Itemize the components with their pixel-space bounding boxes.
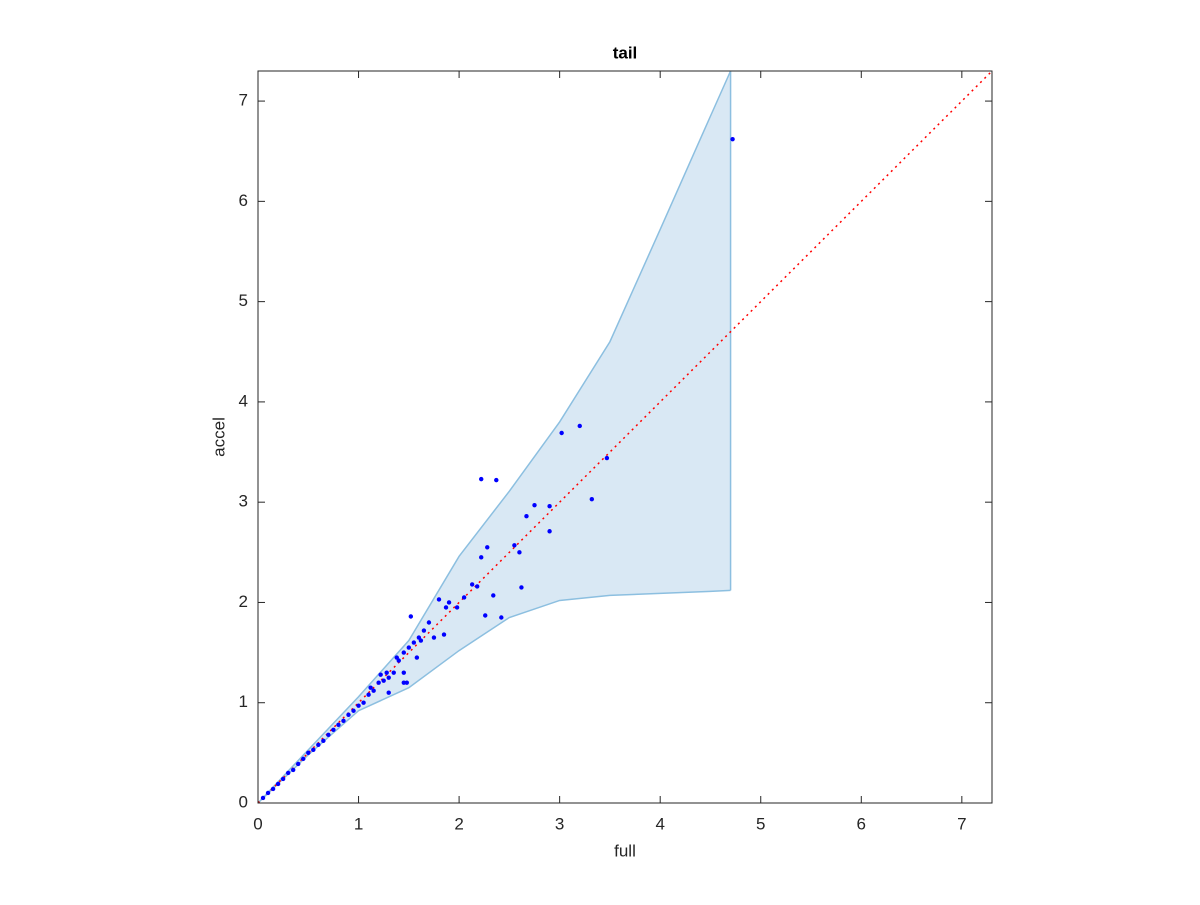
y-axis-label: accel [209,417,228,457]
x-tick-label: 1 [354,814,363,833]
y-tick-label: 2 [239,592,248,611]
data-point [311,747,316,753]
data-point [446,600,452,605]
data-point [411,640,417,645]
x-tick-label: 0 [253,814,262,833]
data-point [494,477,499,483]
y-tick-label: 3 [239,492,248,511]
data-point [326,732,331,738]
x-tick-label: 5 [756,814,765,833]
data-point [479,476,484,482]
data-point [260,795,266,801]
data-point [431,635,437,640]
data-point [461,595,467,600]
y-tick-label: 1 [239,692,248,711]
data-point [454,605,460,610]
x-axis-label: full [614,841,636,860]
data-point [386,690,391,695]
data-point [418,638,424,643]
data-point [421,628,427,633]
data-point [589,496,595,502]
data-point [356,703,361,708]
data-point [306,750,311,756]
data-point [316,742,321,748]
data-point [469,582,475,587]
data-point [361,700,366,705]
data-point [404,680,410,685]
data-point [443,605,449,610]
y-tick-label: 4 [239,391,248,410]
data-point [401,670,406,675]
data-point [346,712,351,717]
axes-box [257,70,993,804]
data-point [280,776,286,782]
data-point [730,136,735,142]
y-tick-label: 5 [239,291,248,310]
data-point [331,727,336,732]
data-point [474,584,480,589]
x-tick-label: 2 [454,814,463,833]
data-point [394,655,399,660]
x-tick-label: 3 [555,814,564,833]
data-point [491,593,496,598]
data-point [532,502,537,508]
data-point [604,455,610,461]
data-point [547,529,552,534]
data-point [559,430,564,436]
data-point [408,614,414,619]
data-point [336,722,341,727]
data-point [341,718,346,723]
x-tick-label: 4 [655,814,664,833]
data-point [441,632,447,637]
data-point [512,543,517,548]
data-point [414,655,420,660]
data-point [485,545,490,550]
data-point [301,756,306,762]
data-point [366,692,371,697]
data-point [321,738,326,744]
data-point [270,786,276,792]
data-point [290,767,296,773]
data-point [368,685,373,690]
confidence-band [258,71,731,803]
x-tick-label: 7 [957,814,966,833]
y-tick-label: 7 [239,91,248,110]
data-point [517,550,522,555]
data-point [275,781,281,787]
data-point [401,650,406,655]
data-point [285,770,291,776]
data-point [524,514,529,519]
data-point [376,680,381,685]
band-lower-edge [257,589,731,804]
x-tick-label: 6 [857,814,866,833]
data-point [384,670,389,675]
data-point [499,615,504,620]
band-upper-edge [257,70,732,804]
y-tick-label: 6 [239,191,248,210]
data-point [265,790,271,796]
data-point [351,708,356,713]
data-point [386,675,391,680]
data-point [479,555,484,560]
data-point [577,423,582,429]
data-point [401,680,406,685]
data-point [426,620,432,625]
data-point [519,585,524,590]
data-point [391,670,396,675]
y-tick-label: 0 [239,792,248,811]
data-point [296,761,301,767]
data-point [378,672,383,677]
data-point [406,645,412,650]
data-point [547,503,552,509]
data-point [371,688,376,693]
data-point [381,678,386,683]
data-point [436,597,442,602]
chart-title: tail [613,43,638,62]
data-point [483,613,488,618]
